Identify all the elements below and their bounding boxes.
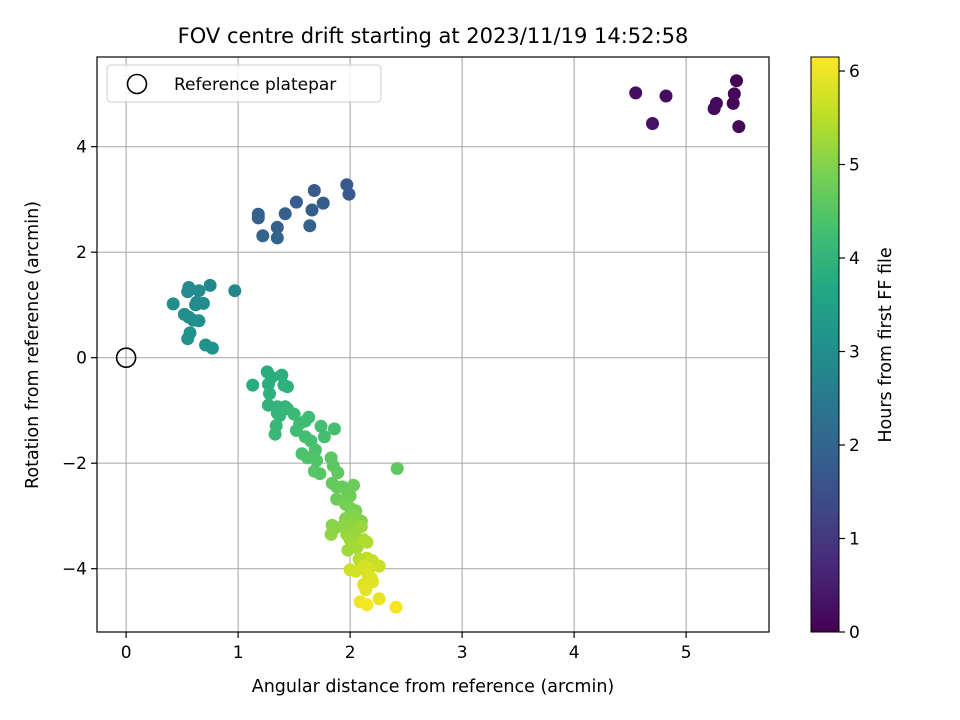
scatter-point (347, 478, 360, 492)
colorbar-frame (810, 56, 840, 633)
legend-label-reference: Reference platepar (174, 75, 336, 95)
colorbar-label: Hours from first FF file (876, 247, 896, 442)
axis-ticks: 0 1 2 3 4 5 −4 −2 0 2 4 (62, 138, 692, 663)
scatter-point (275, 368, 289, 382)
scatter-point (360, 535, 374, 549)
y-tick-label: −4 (62, 560, 87, 580)
scatter-point (707, 102, 721, 116)
legend-marker-open-circle (126, 73, 148, 95)
scatter-point (203, 278, 217, 292)
scatter-point (278, 207, 292, 221)
scatter-point (327, 422, 341, 436)
scatter-point (263, 387, 276, 401)
scatter-point (389, 600, 403, 614)
x-tick-label: 0 (121, 643, 132, 663)
scatter-point (308, 443, 322, 457)
scatter-point (270, 220, 284, 234)
scatter-point (646, 117, 659, 130)
scatter-point (246, 378, 260, 392)
x-axis-label: Angular distance from reference (arcmin) (252, 677, 615, 697)
plot-frame (96, 56, 770, 633)
scatter-point (268, 427, 282, 441)
chart-title: FOV centre drift starting at 2023/11/19 … (178, 24, 689, 48)
scatter-point (331, 466, 345, 480)
scatter-point (280, 380, 294, 394)
scatter-point (251, 211, 265, 225)
scatter-point (192, 314, 206, 328)
legend: Reference platepar (106, 64, 382, 103)
x-tick-label: 3 (457, 643, 468, 663)
y-axis-label: Rotation from reference (arcmin) (23, 201, 43, 489)
scatter-point (324, 527, 338, 541)
colorbar-tick-label: 2 (849, 436, 860, 456)
legend-box (106, 64, 382, 103)
colorbar-tick-label: 1 (849, 530, 860, 550)
scatter-point (360, 598, 374, 612)
scatter-point (730, 74, 743, 88)
grid (97, 57, 769, 632)
y-tick-label: −2 (62, 454, 87, 474)
scatter-point (317, 430, 331, 444)
scatter-point (390, 462, 404, 475)
scatter-point (310, 454, 323, 468)
scatter-point (228, 284, 242, 298)
scatter-point (205, 341, 219, 355)
x-tick-label: 2 (345, 643, 356, 663)
scatter-point (659, 89, 673, 103)
y-tick-label: 0 (76, 349, 87, 369)
scatter-point (316, 196, 330, 210)
colorbar-tick-label: 3 (849, 343, 860, 363)
scatter-point (287, 407, 301, 421)
colorbar-ticks: 0 1 2 3 4 5 6 (839, 62, 860, 643)
scatter-point (181, 332, 195, 346)
scatter-point (342, 187, 356, 201)
scatter-point (372, 592, 386, 606)
scatter-point (307, 184, 321, 197)
scatter-point (181, 285, 195, 299)
y-tick-label: 4 (76, 138, 87, 158)
x-tick-label: 1 (233, 643, 244, 663)
scatter-points (166, 74, 746, 614)
scatter-point (270, 231, 284, 245)
scatter-point (305, 203, 319, 217)
scatter-point (359, 583, 373, 597)
scatter-point (726, 96, 740, 110)
colorbar-tick-label: 4 (849, 249, 860, 269)
scatter-point (256, 229, 270, 243)
x-tick-label: 4 (569, 643, 580, 663)
colorbar-tick-label: 5 (849, 156, 860, 176)
scatter-point (372, 559, 386, 573)
plot-area (97, 57, 769, 632)
scatter-point (313, 467, 327, 481)
scatter-point (189, 298, 203, 312)
scatter-point (314, 419, 328, 433)
scatter-point (265, 370, 279, 384)
scatter-point (732, 120, 746, 134)
scatter-point (303, 219, 317, 233)
x-tick-label: 5 (681, 643, 692, 663)
scatter-point (629, 86, 643, 100)
y-tick-label: 2 (76, 243, 87, 263)
reference-point-marker (115, 347, 137, 368)
scatter-point (354, 520, 368, 533)
scatter-point (192, 284, 206, 298)
scatter-point (302, 410, 316, 424)
colorbar-tick-label: 0 (849, 623, 860, 643)
colorbar-gradient (811, 57, 839, 632)
scatter-point (166, 297, 180, 311)
colorbar-tick-label: 6 (849, 62, 860, 82)
scatter-point (289, 195, 303, 209)
scatter-point (727, 87, 741, 101)
